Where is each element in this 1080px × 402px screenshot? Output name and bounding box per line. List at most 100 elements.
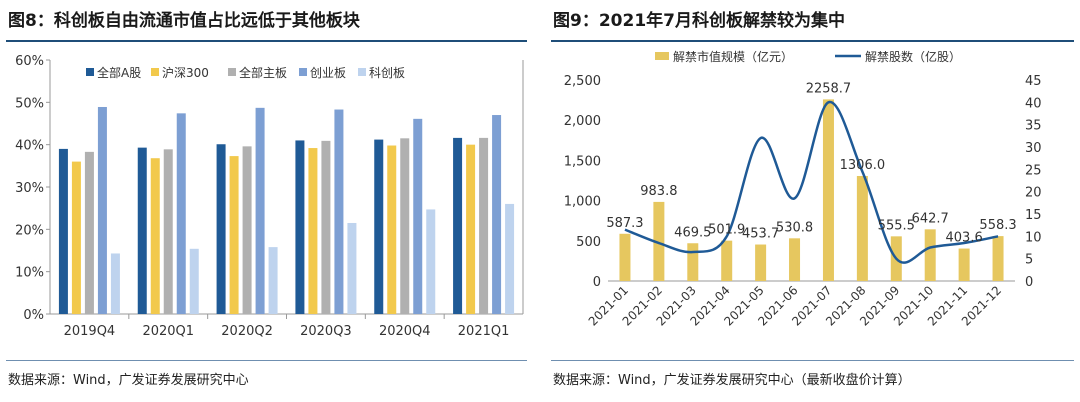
fig8-title-rule [6, 40, 527, 42]
fig9-y-right-tick-label: 20 [1025, 186, 1042, 201]
fig9-bar-data-label: 453.7 [742, 227, 779, 242]
fig9-y-right-tick-label: 30 [1025, 141, 1042, 156]
fig8-x-tick-label: 2020Q2 [221, 324, 273, 339]
chart-panel-fig9: 图9：2021年7月科创板解禁较为集中 0 500 1,000 1,500 2,000 2… [545, 0, 1080, 402]
fig8-x-tick-label: 2021Q1 [458, 324, 510, 339]
fig9-y-right-tick-label: 40 [1025, 96, 1042, 111]
fig8-bar [334, 109, 344, 314]
fig8-y-tick-label: 50% [15, 96, 44, 111]
fig8-source-rule [6, 360, 527, 361]
fig8-y-tick-label: 60% [15, 54, 44, 69]
fig8-bar [479, 137, 489, 314]
fig9-bar-data-label: 558.3 [979, 218, 1016, 233]
fig8-legend-swatch [299, 68, 307, 76]
fig9-bar [755, 244, 767, 281]
fig8-title-text: 科创板自由流通市值占比远低于其他板块 [53, 11, 360, 31]
fig8-x-tick-label: 2020Q3 [300, 324, 352, 339]
fig8-legend-label: 全部A股 [97, 65, 141, 80]
fig8-bar [387, 145, 397, 314]
fig9-y-right-tick-label: 5 [1025, 253, 1033, 268]
fig9-y-right-tick-label: 0 [1025, 275, 1033, 290]
fig8-bar [413, 118, 423, 315]
fig9-y-left-tick-label: 2,000 [564, 114, 601, 129]
fig8-y-tick-label: 40% [15, 139, 44, 154]
fig8-bar [216, 144, 226, 314]
fig9-y-right-tick-label: 35 [1025, 119, 1042, 134]
fig9-bar-data-label: 1306.0 [840, 158, 886, 173]
fig8-bar [58, 148, 68, 314]
fig8-y-tick-label: 30% [15, 181, 44, 196]
fig9-bar [653, 201, 665, 281]
fig9-bar-data-label: 469.5 [674, 225, 711, 240]
fig8-bar [255, 107, 265, 314]
fig9-bar-data-label: 555.5 [878, 218, 915, 233]
fig8-bar [242, 146, 252, 314]
fig8-bar [229, 156, 239, 314]
fig9-chart: 0 500 1,000 1,500 2,000 2,500 0 5 10 15 20 25 30 35 40… [564, 49, 1042, 329]
fig8-bar [110, 253, 120, 314]
fig9-source: 数据来源：Wind，广发证券发展研究中心（最新收盘价计算） [553, 373, 911, 388]
fig8-bar [176, 113, 186, 314]
fig8-bar [308, 148, 318, 314]
fig8-figure-label: 图8 [8, 11, 37, 31]
fig8-legend-swatch [86, 68, 94, 76]
fig8-legend-label: 创业板 [310, 66, 346, 80]
fig9-line-series [624, 101, 999, 264]
fig9-y-left-tick-label: 500 [576, 235, 601, 250]
fig9-bar-data-label: 530.8 [776, 220, 813, 235]
fig8-bar [374, 139, 384, 314]
fig8-bar [268, 247, 278, 314]
fig9-bar [687, 243, 699, 281]
fig8-bar [347, 222, 357, 314]
fig9-bar [856, 175, 868, 281]
fig9-y-left-tick-label: 2,500 [564, 74, 601, 89]
fig8-legend-swatch [228, 68, 236, 76]
fig8-bar [295, 140, 305, 314]
fig8-bar [321, 140, 331, 314]
fig9-y-left-tick-label: 0 [593, 275, 601, 290]
fig9-legend-swatch-bar [655, 52, 669, 60]
fig9-bar-data-label: 642.7 [912, 211, 949, 226]
fig9-bar [958, 248, 970, 281]
fig9-bar-data-label: 983.8 [640, 184, 677, 199]
fig8-x-tick-label: 2020Q1 [142, 324, 194, 339]
fig8-x-tick-label: 2020Q4 [379, 324, 431, 339]
fig8-legend-swatch [151, 68, 159, 76]
fig9-bar [789, 238, 801, 281]
fig8-legend-swatch [358, 68, 366, 76]
fig8-bar [492, 115, 502, 315]
fig9-y-right-tick-label: 45 [1025, 74, 1042, 89]
chart-panel-fig8: 图8：科创板自由流通市值占比远低于其他板块 0% 10% 20% 30% 40% 50% 6… [0, 0, 533, 402]
fig8-bar [71, 161, 81, 314]
fig8-bar [400, 138, 410, 314]
fig8-y-tick-label: 0% [23, 308, 44, 323]
fig8-bar [137, 147, 147, 314]
fig9-bar-data-label: 587.3 [606, 216, 643, 231]
fig8-source: 数据来源：Wind，广发证券发展研究中心 [8, 373, 249, 388]
fig8-y-tick-label: 20% [15, 223, 44, 238]
fig8-bar [453, 137, 463, 314]
fig9-bar [992, 236, 1004, 281]
fig9-bar-data-label: 403.6 [946, 231, 983, 246]
fig9-y-right-tick-label: 10 [1025, 230, 1042, 245]
fig9-bar [619, 233, 631, 281]
fig8-bar [466, 144, 476, 314]
fig9-figure-label: 图9 [553, 11, 582, 31]
fig8-legend-label: 全部主板 [239, 65, 287, 80]
fig9-title-text: 2021年7月科创板解禁较为集中 [598, 11, 845, 31]
fig8-legend-label: 科创板 [369, 66, 405, 80]
fig9-y-left-tick-label: 1,000 [564, 195, 601, 210]
fig9-y-right-tick-label: 15 [1025, 208, 1042, 223]
fig9-bar [924, 229, 936, 281]
fig8-bar [150, 158, 160, 314]
fig9-legend-label-line: 解禁股数（亿股） [865, 49, 961, 64]
fig8-bar [84, 151, 94, 314]
fig9-bar-data-label: 2258.7 [806, 81, 852, 96]
fig8-title: 图8：科创板自由流通市值占比远低于其他板块 [8, 11, 360, 31]
fig8-bar [189, 248, 199, 314]
fig9-bar [822, 99, 834, 282]
fig9-y-left-tick-label: 1,500 [564, 154, 601, 169]
fig8-bar [97, 106, 107, 314]
fig9-bar [721, 240, 733, 281]
fig9-legend-label-bar: 解禁市值规模（亿元） [673, 49, 793, 64]
